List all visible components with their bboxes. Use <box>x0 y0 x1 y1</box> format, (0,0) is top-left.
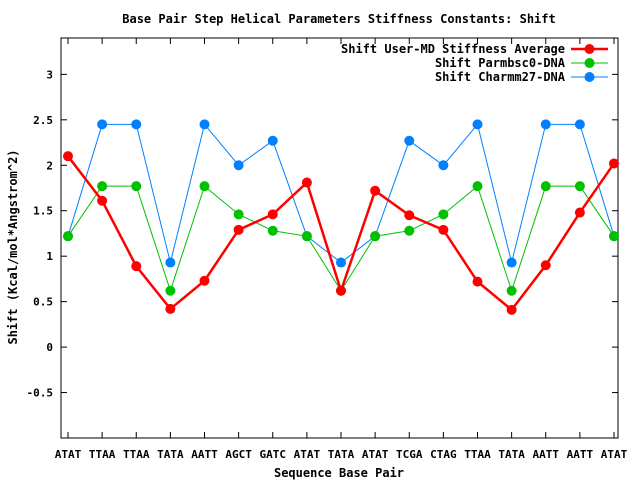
data-point <box>609 158 619 169</box>
x-tick-label: TATA <box>157 448 184 461</box>
data-point <box>97 195 108 206</box>
data-point <box>506 304 517 315</box>
data-point <box>97 119 108 130</box>
y-tick-label: 1.5 <box>33 205 53 218</box>
series-2 <box>63 119 619 268</box>
data-point <box>574 207 585 218</box>
x-tick-label: TTAA <box>89 448 116 461</box>
x-tick-label: TATA <box>328 448 355 461</box>
y-axis-label: Shift (Kcal/mol*Angstrom^2) <box>6 149 20 344</box>
data-point <box>472 181 483 192</box>
y-tick-label: 0 <box>46 341 53 354</box>
y-tick-label: 0.5 <box>33 296 53 309</box>
data-point <box>506 285 517 296</box>
axis-ticks: -0.5 0 0.5 1 1.5 2 2.5 3 ATAT TTAA TTAA TATA AATT AGC… <box>27 38 628 461</box>
legend-label: Shift Parmbsc0-DNA <box>435 56 566 70</box>
x-tick-label: TATA <box>498 448 525 461</box>
legend-label: Shift User-MD Stiffness Average <box>341 42 565 56</box>
data-point <box>233 209 244 220</box>
data-point <box>165 285 176 296</box>
data-point <box>336 285 346 296</box>
series-line <box>67 123 615 264</box>
data-point <box>267 209 278 220</box>
plot-frame <box>60 37 619 439</box>
data-point <box>301 177 312 188</box>
data-point <box>233 224 244 235</box>
data-point <box>199 181 210 192</box>
legend-label: Shift Charmm27-DNA <box>435 70 566 84</box>
series-layer <box>63 119 619 315</box>
data-point <box>540 119 551 130</box>
data-point <box>609 231 619 242</box>
data-point <box>472 119 483 130</box>
data-point <box>267 135 278 146</box>
data-point <box>404 225 415 236</box>
data-point <box>540 181 551 192</box>
legend-swatch-point <box>584 58 595 68</box>
x-tick-label: CTAG <box>430 448 457 461</box>
data-point <box>540 260 551 271</box>
x-tick-label: AGCT <box>225 448 252 461</box>
x-tick-label: ATAT <box>601 448 628 461</box>
y-tick-label: -0.5 <box>27 387 54 400</box>
series-0 <box>63 151 619 315</box>
data-point <box>438 209 449 220</box>
series-line <box>67 185 615 293</box>
x-tick-label: ATAT <box>362 448 389 461</box>
data-point <box>233 160 244 171</box>
x-tick-label: ATAT <box>55 448 82 461</box>
data-point <box>165 303 176 314</box>
x-tick-label: AATT <box>567 448 594 461</box>
data-point <box>438 224 449 235</box>
x-tick-label: AATT <box>191 448 218 461</box>
data-point <box>370 185 381 196</box>
data-point <box>131 261 142 272</box>
data-point <box>301 231 312 242</box>
data-point <box>370 231 381 242</box>
x-tick-label: ATAT <box>294 448 321 461</box>
data-point <box>574 119 585 130</box>
y-tick-label: 2 <box>46 159 53 172</box>
x-tick-label: AATT <box>533 448 560 461</box>
data-point <box>131 181 142 192</box>
data-point <box>506 257 517 268</box>
x-tick-label: TCGA <box>396 448 423 461</box>
legend-swatch-point <box>584 44 595 54</box>
data-point <box>267 225 278 236</box>
x-tick-label: TTAA <box>464 448 491 461</box>
data-point <box>97 181 108 192</box>
data-point <box>199 119 210 130</box>
data-point <box>472 276 483 287</box>
y-tick-label: 2.5 <box>33 114 53 127</box>
data-point <box>438 160 449 171</box>
data-point <box>63 231 73 242</box>
legend-swatch-point <box>584 72 595 82</box>
data-point <box>63 151 73 162</box>
chart-title: Base Pair Step Helical Parameters Stiffn… <box>122 12 555 26</box>
y-tick-label: 1 <box>46 250 53 263</box>
data-point <box>404 210 415 221</box>
y-tick-label: 3 <box>46 68 53 81</box>
x-tick-label: TTAA <box>123 448 150 461</box>
data-point <box>574 181 585 192</box>
x-tick-label: GATC <box>260 448 287 461</box>
data-point <box>165 257 176 268</box>
data-point <box>404 135 415 146</box>
data-point <box>336 257 346 268</box>
x-axis-label: Sequence Base Pair <box>274 466 404 480</box>
data-point <box>131 119 142 130</box>
data-point <box>199 275 210 286</box>
